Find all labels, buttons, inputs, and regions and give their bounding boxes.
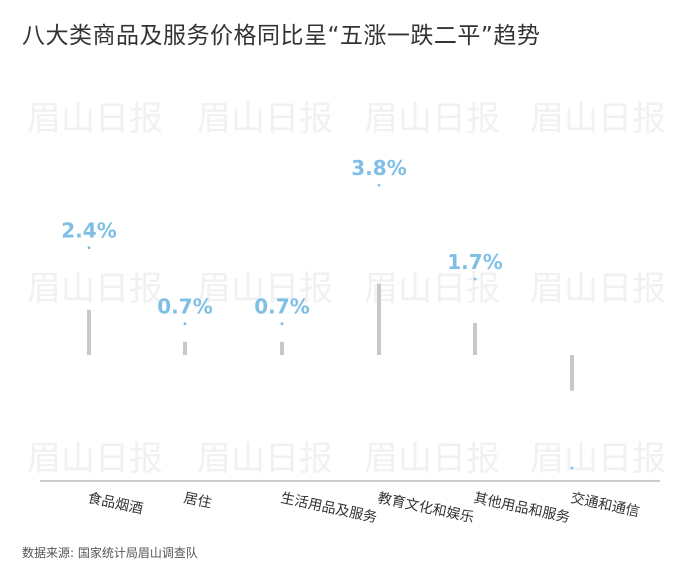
watermark-text: 眉山日报	[27, 439, 163, 479]
watermark-text: 眉山日报	[27, 269, 163, 309]
watermark-text: 眉山日报	[197, 99, 333, 139]
value-label: 0.7%	[157, 295, 212, 319]
x-tick-label: 居住	[182, 490, 213, 511]
value-label: 3.8%	[351, 156, 406, 180]
value-label: 0.7%	[254, 295, 309, 319]
watermark-text: 眉山日报	[530, 99, 666, 139]
chart-title: 八大类商品及服务价格同比呈“五涨一跌二平”趋势	[22, 23, 541, 49]
watermark-text: 眉山日报	[197, 269, 333, 309]
bar	[183, 341, 187, 355]
data-point-dot	[473, 277, 477, 281]
data-point-dot	[183, 322, 187, 326]
watermark-text: 眉山日报	[364, 439, 500, 479]
x-tick-label: 生活用品及服务	[279, 490, 378, 526]
bars-layer	[87, 283, 574, 391]
dots-layer	[87, 183, 574, 470]
value-label: 1.7%	[447, 250, 502, 274]
value-label: 2.4%	[61, 219, 116, 243]
x-tick-label: 教育文化和娱乐	[376, 490, 475, 526]
x-tick-label: 交通和通信	[569, 489, 641, 520]
data-point-dot	[570, 466, 574, 470]
bar	[87, 309, 91, 355]
bar	[280, 341, 284, 355]
watermark-text: 眉山日报	[530, 439, 666, 479]
data-point-dot	[280, 322, 284, 326]
watermark-text: 眉山日报	[364, 99, 500, 139]
data-source: 数据来源: 国家统计局眉山调查队	[22, 546, 198, 560]
data-point-dot	[377, 183, 381, 187]
watermark-text: 眉山日报	[197, 439, 333, 479]
watermark-text: 眉山日报	[27, 99, 163, 139]
bar	[570, 355, 574, 391]
x-tick-label: 其他用品和服务	[472, 490, 571, 526]
x-tick-label: 食品烟酒	[86, 489, 144, 517]
bar	[377, 283, 381, 355]
data-point-dot	[87, 246, 91, 250]
watermark-text: 眉山日报	[530, 269, 666, 309]
bar	[473, 323, 477, 355]
value-labels-layer: 2.4% 0.7% 0.7% 3.8% 1.7%	[61, 156, 502, 319]
watermark-text: 眉山日报	[364, 269, 500, 309]
